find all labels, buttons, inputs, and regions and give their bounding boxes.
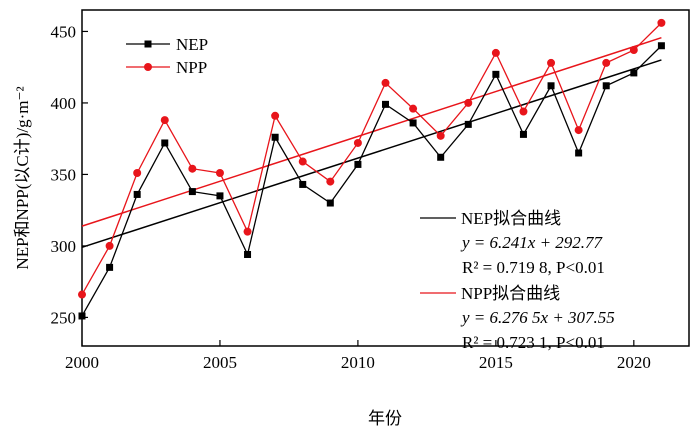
data-point-nep <box>492 70 500 78</box>
data-point-nep <box>630 69 638 77</box>
y-tick-label: 250 <box>51 308 77 327</box>
data-point-npp <box>78 290 86 299</box>
data-point-nep <box>188 188 196 196</box>
series-line-npp <box>81 22 662 295</box>
data-point-npp <box>547 58 556 67</box>
data-point-nep <box>161 139 169 147</box>
y-tick-label: 400 <box>51 94 77 113</box>
data-point-nep <box>78 312 86 320</box>
x-tick-label: 2015 <box>479 353 513 372</box>
data-point-nep <box>437 153 445 161</box>
data-point-npp <box>491 48 500 57</box>
npp-fit-equation: y = 6.276 5x + 307.55 <box>460 308 615 327</box>
x-tick-label: 2010 <box>341 353 375 372</box>
data-point-npp <box>657 18 666 27</box>
data-point-npp <box>133 168 142 177</box>
data-point-npp <box>574 126 583 135</box>
npp-fit-r2: R² = 0.723 1, P<0.01 <box>462 333 605 352</box>
fit-line-1 <box>81 36 662 227</box>
data-point-npp <box>353 138 362 147</box>
data-point-npp <box>436 131 445 140</box>
legend: NEP NPP <box>126 35 208 77</box>
data-point-npp <box>602 58 611 67</box>
x-axis-title: 年份 <box>368 409 402 428</box>
data-point-npp <box>105 241 114 250</box>
legend-nep-marker <box>144 40 152 48</box>
data-point-nep <box>382 100 389 108</box>
x-axis-ticks: 2000 2005 2010 2015 2020 <box>65 340 651 372</box>
markers <box>78 18 666 320</box>
data-point-nep <box>271 133 279 141</box>
series-line-nep <box>81 45 662 317</box>
data-point-npp <box>215 168 224 177</box>
fit-annotations: NEP拟合曲线 y = 6.241x + 292.77 R² = 0.719 8… <box>420 209 615 352</box>
data-point-npp <box>326 177 335 186</box>
npp-fit-label: NPP拟合曲线 <box>461 284 560 303</box>
data-point-nep <box>299 180 307 188</box>
data-point-nep <box>409 119 417 127</box>
nep-fit-label: NEP拟合曲线 <box>461 209 561 228</box>
data-point-npp <box>519 107 528 116</box>
data-point-npp <box>243 227 252 236</box>
data-point-nep <box>547 82 555 90</box>
x-tick-label: 2000 <box>65 353 99 372</box>
nep-fit-equation: y = 6.241x + 292.77 <box>460 233 604 252</box>
data-point-npp <box>409 104 418 113</box>
x-tick-label: 2020 <box>617 353 651 372</box>
y-axis-title: NEP和NPP(以C计)/g·m⁻² <box>13 86 32 269</box>
y-tick-label: 300 <box>51 237 77 256</box>
data-point-npp <box>629 46 638 55</box>
fit-lines <box>81 36 662 249</box>
legend-npp-marker <box>144 63 152 71</box>
data-point-nep <box>354 160 362 168</box>
data-point-npp <box>381 78 390 87</box>
data-point-nep <box>216 192 224 200</box>
x-tick-label: 2005 <box>203 353 237 372</box>
data-point-npp <box>188 164 197 173</box>
data-point-nep <box>326 199 334 207</box>
y-axis-ticks: 250 300 350 400 450 <box>51 22 88 327</box>
series-lines <box>81 22 662 317</box>
data-point-npp <box>298 157 307 166</box>
data-point-nep <box>575 149 583 157</box>
data-point-nep <box>244 250 252 258</box>
data-point-npp <box>271 111 280 120</box>
data-point-nep <box>106 263 114 271</box>
legend-nep-label: NEP <box>176 35 208 54</box>
data-point-npp <box>160 116 169 125</box>
data-point-nep <box>602 82 610 90</box>
legend-npp-label: NPP <box>176 58 207 77</box>
y-tick-label: 450 <box>51 22 77 41</box>
data-point-nep <box>133 190 141 198</box>
plot-area <box>81 9 690 347</box>
data-point-nep <box>464 120 472 128</box>
nep-fit-r2: R² = 0.719 8, P<0.01 <box>462 258 605 277</box>
fit-line-0 <box>81 59 662 249</box>
data-point-nep <box>519 130 527 138</box>
y-tick-label: 350 <box>51 165 77 184</box>
data-point-npp <box>464 98 473 107</box>
data-point-nep <box>657 42 665 50</box>
